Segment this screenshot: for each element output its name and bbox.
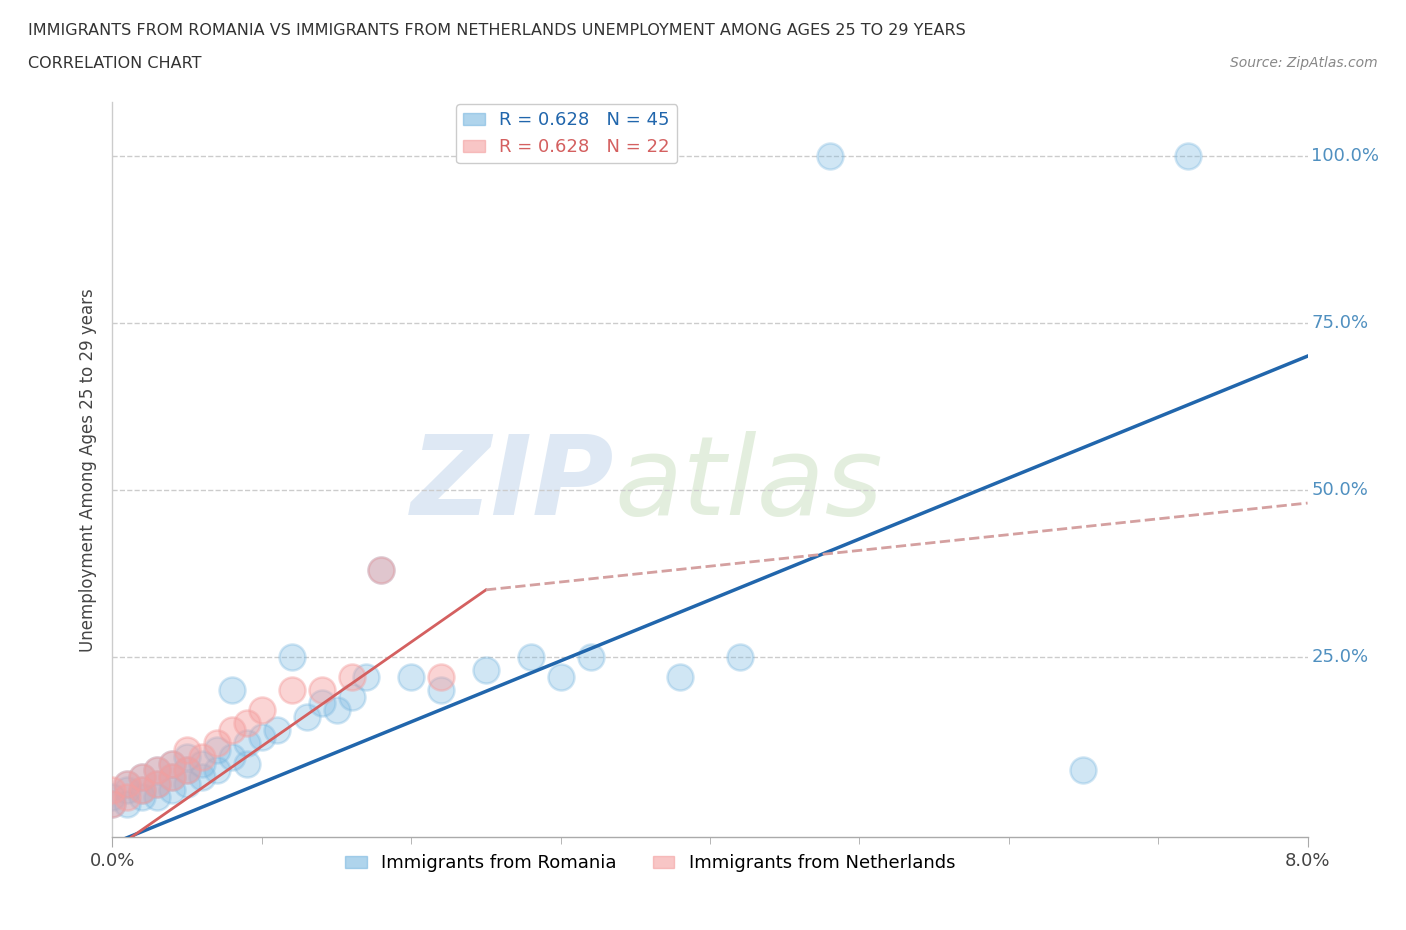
Point [117,777,139,791]
Point [146,777,169,791]
Text: 50.0%: 50.0% [1312,481,1368,498]
Point [131,769,153,784]
Point [311,683,333,698]
Point [550,670,572,684]
Point [221,750,243,764]
Point [101,783,124,798]
Point [191,750,214,764]
Point [191,769,214,784]
Point [236,716,259,731]
Point [579,649,602,664]
Point [281,649,304,664]
Point [131,783,153,798]
Point [340,670,363,684]
Point [205,743,228,758]
Point [356,670,378,684]
Y-axis label: Unemployment Among Ages 25 to 29 years: Unemployment Among Ages 25 to 29 years [79,287,97,652]
Point [176,763,198,777]
Point [146,763,169,777]
Point [295,710,318,724]
Point [281,683,304,698]
Point [131,769,153,784]
Point [669,670,692,684]
Point [176,750,198,764]
Point [117,783,139,798]
Point [430,670,453,684]
Point [146,777,169,791]
Point [728,649,751,664]
Point [191,756,214,771]
Point [325,703,347,718]
Point [520,649,543,664]
Legend: Immigrants from Romania, Immigrants from Netherlands: Immigrants from Romania, Immigrants from… [337,847,963,880]
Point [162,769,183,784]
Point [430,683,453,698]
Point [146,763,169,777]
Point [162,756,183,771]
Point [101,796,124,811]
Point [117,777,139,791]
Point [117,790,139,804]
Point [131,790,153,804]
Point [101,796,124,811]
Point [250,729,273,744]
Text: IMMIGRANTS FROM ROMANIA VS IMMIGRANTS FROM NETHERLANDS UNEMPLOYMENT AMONG AGES 2: IMMIGRANTS FROM ROMANIA VS IMMIGRANTS FR… [28,23,966,38]
Text: atlas: atlas [614,431,883,538]
Point [162,769,183,784]
Point [131,783,153,798]
Point [176,743,198,758]
Point [340,689,363,704]
Point [475,662,498,677]
Point [266,723,288,737]
Point [1177,148,1199,163]
Text: 25.0%: 25.0% [1312,647,1368,666]
Point [221,723,243,737]
Point [370,563,392,578]
Point [101,790,124,804]
Text: ZIP: ZIP [411,431,614,538]
Point [205,736,228,751]
Point [1073,763,1095,777]
Point [221,683,243,698]
Point [176,777,198,791]
Point [236,736,259,751]
Point [117,796,139,811]
Point [176,763,198,777]
Point [311,696,333,711]
Point [162,756,183,771]
Point [250,703,273,718]
Text: Source: ZipAtlas.com: Source: ZipAtlas.com [1230,56,1378,70]
Point [162,783,183,798]
Text: 100.0%: 100.0% [1312,147,1379,165]
Point [205,763,228,777]
Text: CORRELATION CHART: CORRELATION CHART [28,56,201,71]
Point [401,670,423,684]
Text: 75.0%: 75.0% [1312,313,1368,332]
Point [818,148,841,163]
Point [370,563,392,578]
Point [146,790,169,804]
Point [236,756,259,771]
